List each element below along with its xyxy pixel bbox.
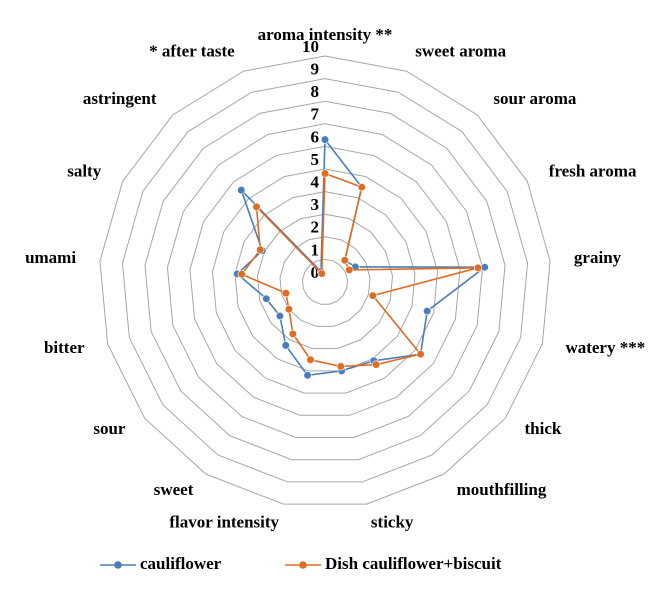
category-label: watery ***	[565, 338, 645, 357]
data-point	[423, 306, 432, 316]
category-label: grainy	[574, 248, 622, 267]
legend-marker	[114, 561, 122, 569]
axis-tick-label: 2	[311, 218, 320, 237]
grid-ring	[121, 78, 529, 483]
axis-tick-label: 0	[311, 263, 320, 282]
category-label: * after taste	[149, 42, 235, 61]
data-point	[416, 350, 425, 359]
category-label: umami	[25, 248, 76, 267]
data-point	[252, 202, 261, 211]
category-label: sour aroma	[493, 89, 576, 108]
grid-ring	[144, 100, 506, 461]
data-point	[345, 265, 354, 275]
grid-ring	[211, 168, 439, 394]
data-point	[275, 311, 285, 321]
category-label: thick	[525, 419, 562, 438]
data-point	[336, 362, 345, 371]
data-point	[284, 305, 294, 314]
category-label: astringent	[83, 89, 157, 108]
grid-ring	[279, 236, 371, 327]
category-label: sour	[93, 419, 126, 438]
data-point	[237, 270, 246, 279]
legend-label: cauliflower	[140, 554, 222, 573]
grid-ring	[189, 145, 461, 416]
axis-tick-label: 3	[311, 195, 320, 214]
data-point	[237, 186, 246, 195]
data-point	[340, 256, 349, 265]
category-label: aroma intensity **	[258, 25, 393, 44]
data-point	[262, 294, 271, 303]
data-point	[288, 329, 297, 338]
axis-tick-label: 5	[311, 150, 320, 169]
category-label: salty	[67, 161, 102, 180]
data-point	[372, 360, 381, 369]
axis-tick-label: 6	[311, 127, 320, 146]
category-label: fresh aroma	[549, 161, 637, 180]
grid-ring	[256, 213, 394, 350]
axis-tick-label: 8	[311, 82, 320, 101]
data-point	[320, 135, 330, 144]
data-point	[281, 341, 290, 350]
axis-tick-label: 7	[311, 105, 320, 124]
grid-ring	[166, 123, 484, 439]
legend-label: Dish cauliflower+biscuit	[325, 554, 502, 573]
series-line	[240, 172, 479, 368]
data-point	[357, 183, 366, 192]
axis-tick-label: 10	[302, 37, 319, 56]
legend-marker	[299, 561, 307, 569]
axis-tick-label: 1	[311, 240, 320, 259]
category-label: sweet	[154, 480, 194, 499]
data-point	[320, 169, 330, 178]
data-point	[306, 355, 315, 364]
data-point	[281, 289, 290, 298]
category-label: bitter	[44, 338, 85, 357]
axis-tick-label: 9	[311, 60, 320, 79]
axis-tick-label: 4	[311, 173, 320, 192]
grid-ring	[234, 191, 416, 372]
data-point	[303, 371, 312, 380]
grid-ring	[301, 258, 349, 305]
data-point	[317, 269, 326, 278]
category-label: flavor intensity	[169, 513, 279, 532]
data-point	[256, 245, 265, 254]
category-label: mouthfilling	[457, 480, 547, 499]
grid-ring	[99, 55, 551, 505]
data-point	[473, 263, 483, 272]
data-point	[480, 263, 489, 272]
category-label: sweet aroma	[415, 42, 506, 61]
category-label: sticky	[371, 513, 414, 532]
data-point	[368, 291, 377, 300]
